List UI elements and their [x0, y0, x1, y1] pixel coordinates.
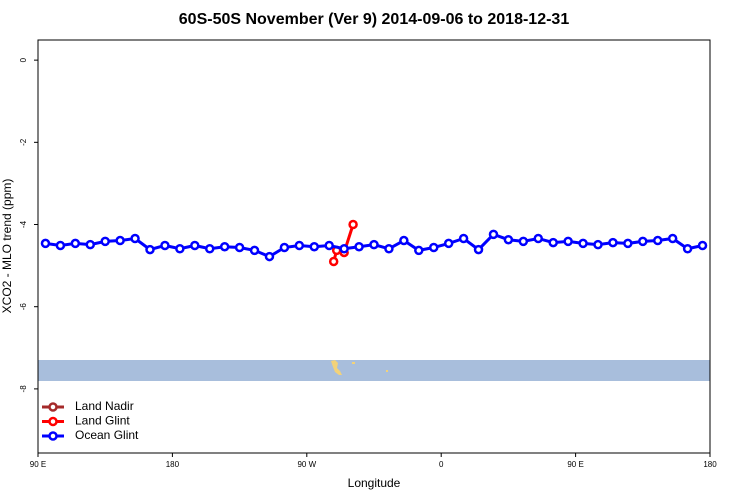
legend-marker — [48, 402, 58, 412]
land-patch — [386, 370, 388, 372]
point — [115, 235, 125, 246]
point — [190, 240, 200, 251]
point — [503, 234, 514, 245]
point — [667, 233, 678, 244]
point — [348, 219, 358, 230]
y-tick-label: -4 — [19, 220, 28, 228]
point — [309, 241, 320, 252]
point — [458, 233, 469, 244]
legend-marker — [48, 416, 58, 427]
point — [623, 238, 633, 249]
x-axis-label: Longitude — [348, 476, 401, 490]
point — [234, 242, 245, 253]
point — [384, 244, 394, 254]
point — [638, 236, 648, 247]
point — [593, 239, 603, 250]
point — [414, 245, 424, 256]
point — [578, 238, 588, 249]
plot-frame — [37, 39, 711, 454]
x-tick-label: 90 E — [567, 460, 583, 469]
point — [175, 244, 185, 254]
point — [219, 241, 230, 252]
point — [443, 238, 454, 249]
y-tick-label: -8 — [19, 385, 28, 393]
y-tick-label: 0 — [19, 57, 28, 62]
legend-label: Land Glint — [75, 414, 130, 428]
point — [249, 245, 260, 256]
point — [369, 239, 379, 250]
point — [55, 240, 66, 251]
point — [328, 256, 339, 267]
point — [518, 236, 529, 247]
point — [324, 240, 334, 251]
x-tick-label: 90 W — [297, 460, 316, 469]
point — [652, 235, 663, 246]
point — [40, 238, 51, 249]
point — [488, 229, 499, 240]
land-patch — [352, 362, 355, 364]
legend-marker — [48, 431, 58, 441]
point — [399, 235, 409, 246]
point — [70, 238, 81, 249]
point — [548, 237, 558, 248]
point — [279, 242, 290, 253]
point — [130, 233, 140, 244]
point — [145, 244, 155, 255]
point — [160, 240, 170, 251]
land-patch — [331, 360, 342, 375]
y-tick-label: -6 — [19, 303, 28, 311]
point — [354, 241, 364, 252]
point — [697, 240, 708, 251]
point — [264, 251, 275, 262]
legend-label: Ocean Glint — [75, 428, 139, 442]
x-tick-label: 180 — [703, 460, 717, 469]
point — [100, 236, 110, 247]
point — [563, 236, 573, 247]
legend-label: Land Nadir — [75, 399, 134, 413]
point — [428, 242, 439, 253]
point — [533, 233, 544, 244]
map-strip — [38, 360, 710, 381]
point — [204, 244, 215, 254]
chart-title: 60S-50S November (Ver 9) 2014-09-06 to 2… — [179, 11, 570, 28]
point — [473, 244, 484, 255]
x-tick-label: 180 — [166, 460, 180, 469]
x-tick-label: 90 E — [30, 460, 46, 469]
point — [682, 244, 693, 254]
point — [85, 239, 96, 250]
point — [294, 240, 305, 251]
x-tick-label: 0 — [439, 460, 444, 469]
y-axis-label: XCO2 - MLO trend (ppm) — [0, 179, 14, 314]
point — [608, 237, 618, 248]
y-tick-label: -2 — [19, 138, 28, 146]
point — [339, 244, 349, 254]
